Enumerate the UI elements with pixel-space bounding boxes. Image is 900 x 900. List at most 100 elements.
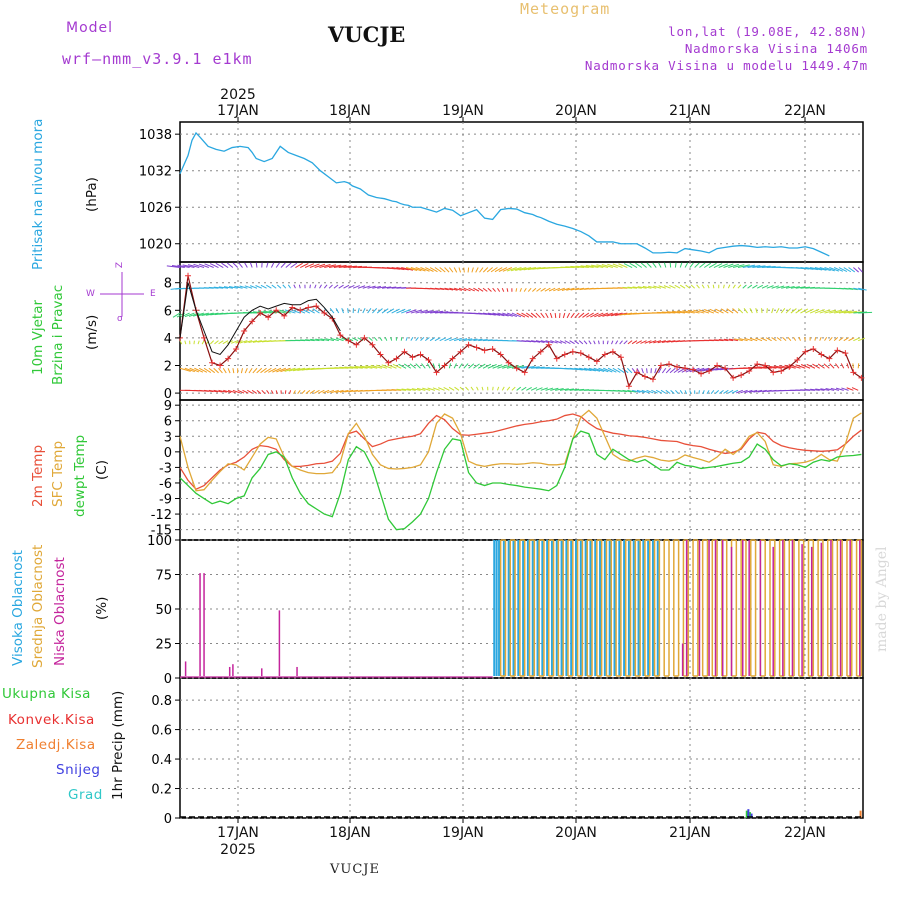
wind-barb — [471, 267, 474, 273]
wind-barb — [564, 388, 575, 391]
wind-barb — [242, 389, 249, 394]
wind-barb — [280, 367, 291, 373]
wind-barb — [858, 311, 873, 314]
wind-barb — [401, 388, 411, 391]
wind-barb — [171, 265, 185, 269]
wind-barb — [545, 387, 554, 391]
wind-barb — [579, 367, 592, 372]
wind-barb — [819, 267, 831, 272]
wind-barb — [718, 263, 728, 268]
wind-barb — [611, 340, 614, 345]
wind-barb — [203, 389, 214, 393]
ytick-label-1-2: 4 — [164, 332, 172, 347]
wind-speed-marker — [393, 355, 400, 362]
wind-barb — [583, 367, 596, 372]
wind-barb — [829, 363, 835, 369]
precip-bar — [750, 813, 753, 818]
wind-barb — [199, 367, 208, 373]
wind-barb — [771, 285, 780, 289]
wind-barb — [586, 312, 594, 318]
wind-barb — [756, 284, 764, 289]
wind-barb — [434, 267, 442, 273]
wind-barb — [679, 390, 683, 395]
wind-barb — [753, 389, 763, 393]
ytick-label-1-4: 0 — [164, 387, 172, 402]
wind-barb — [790, 286, 800, 289]
wind-barb — [578, 312, 585, 318]
wind-barb — [312, 308, 320, 314]
wind-barb — [776, 337, 782, 342]
wind-barb — [222, 367, 227, 374]
wind-barb — [421, 363, 426, 369]
wind-barb — [226, 262, 234, 268]
wind-barb — [184, 312, 195, 318]
wind-barb — [857, 267, 863, 273]
wind-barb — [789, 364, 801, 369]
station-title: VUCJE — [328, 22, 406, 47]
wind-barb — [795, 364, 806, 369]
wind-barb — [674, 284, 681, 289]
wind-barb — [439, 287, 449, 291]
wind-barb — [218, 340, 224, 345]
wind-barb — [640, 340, 647, 344]
wind-barb — [570, 287, 580, 291]
wind-barb — [819, 337, 822, 341]
wind-barb — [574, 312, 580, 319]
wind-barb — [559, 340, 567, 344]
wind-barb — [473, 363, 480, 369]
wind-barb — [502, 267, 513, 272]
wind-speed-marker — [241, 328, 248, 334]
wind-barb — [689, 390, 692, 394]
wind-speed-marker — [802, 348, 809, 355]
wind-barb — [501, 288, 505, 292]
wind-speed-marker — [850, 369, 857, 376]
ytick-label-2-2: 3 — [164, 430, 172, 445]
wind-barb — [536, 287, 542, 292]
wind-barb — [511, 386, 516, 391]
wind-barb — [747, 284, 753, 289]
wind-barb — [557, 287, 565, 292]
wind-barb — [753, 366, 767, 369]
wind-barb — [550, 387, 559, 391]
wind-barb — [349, 366, 363, 369]
wind-barb — [739, 338, 748, 342]
wind-barb — [540, 287, 546, 292]
wind-barb — [575, 265, 589, 269]
wind-barb — [357, 308, 360, 314]
wind-barb — [459, 386, 465, 391]
wind-barb — [344, 366, 359, 369]
wind-barb — [280, 262, 286, 268]
precip-bar — [859, 810, 862, 818]
wind-barb — [396, 308, 406, 314]
precip-bar — [747, 809, 750, 818]
wind-barb — [658, 262, 662, 268]
wind-barb — [636, 389, 645, 394]
wind-barb — [631, 340, 638, 345]
wind-barb — [197, 340, 200, 345]
wind-barb — [329, 308, 335, 314]
wind-barb — [669, 284, 676, 289]
wind-barb — [718, 339, 729, 342]
wind-barb — [771, 308, 774, 314]
wind-speed-marker — [489, 345, 496, 352]
date-label-bottom: 21JAN — [669, 825, 711, 841]
wind-speed-marker — [201, 334, 208, 341]
wind-barb — [696, 284, 700, 289]
wind-barb — [761, 285, 769, 289]
wind-barb — [828, 336, 833, 341]
wind-barb — [249, 285, 258, 289]
wind-barb — [184, 367, 196, 373]
wind-barb — [429, 267, 438, 273]
wind-barb — [189, 367, 200, 373]
wind-barb — [610, 312, 623, 317]
wind-barb — [343, 284, 350, 289]
wind-barb — [737, 308, 744, 314]
wind-barb — [823, 363, 830, 369]
wind-barb — [549, 312, 553, 319]
wind-barb — [519, 288, 522, 292]
wind-barb — [276, 367, 286, 373]
wind-barb — [793, 336, 797, 341]
wind-barb — [800, 308, 809, 314]
wind-barb — [742, 284, 747, 289]
wind-barb — [530, 312, 537, 318]
